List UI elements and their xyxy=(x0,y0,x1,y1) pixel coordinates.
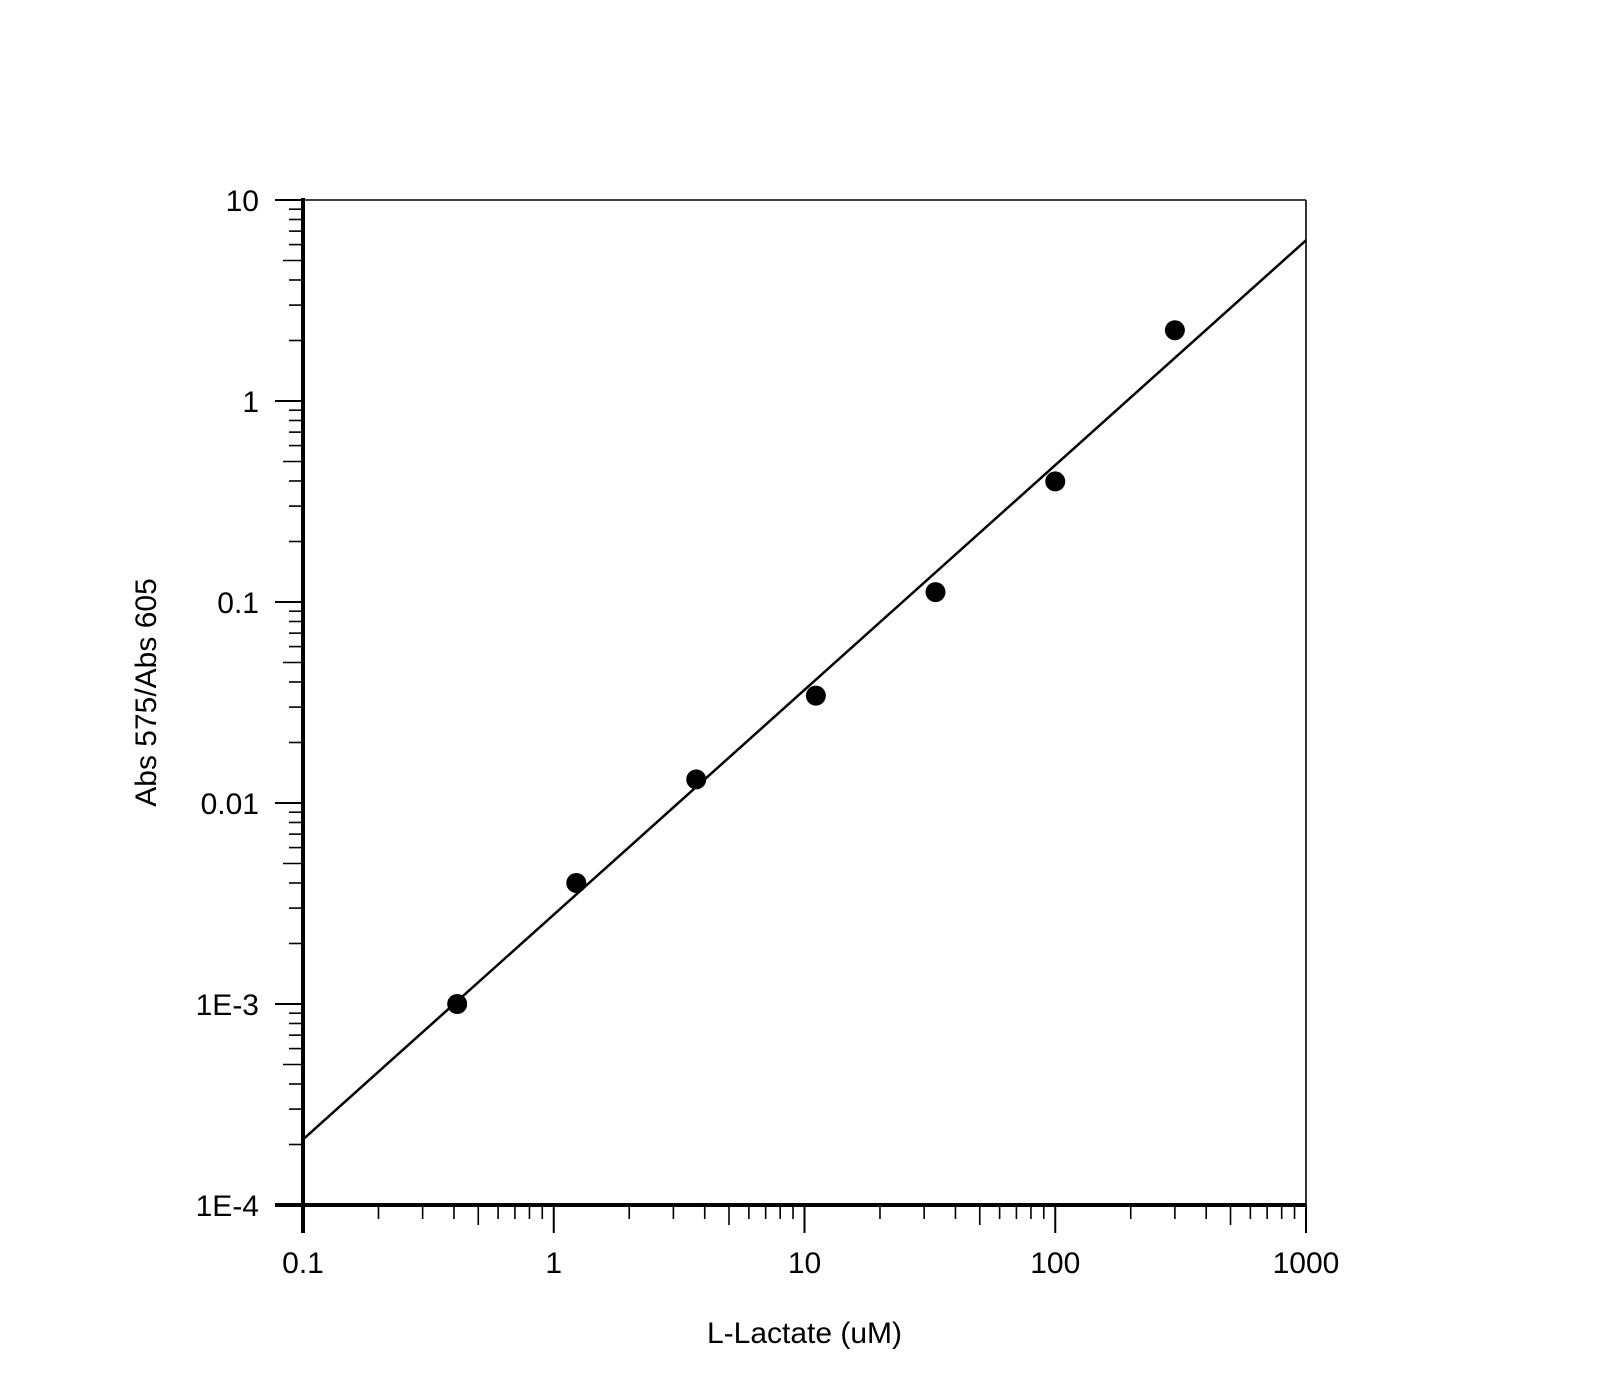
x-tick-label: 0.1 xyxy=(282,1247,324,1280)
x-axis: 0.1 1 10 100 1000 xyxy=(275,1203,1340,1280)
data-point xyxy=(1045,471,1066,492)
y-tick-label: 0.01 xyxy=(201,788,259,821)
fit-line-group xyxy=(302,239,1307,1141)
x-axis-title: L-Lactate (uM) xyxy=(707,1317,902,1350)
data-point xyxy=(1164,320,1185,341)
plot-frame xyxy=(303,199,1307,1205)
data-point xyxy=(447,994,468,1014)
y-axis-title: Abs 575/Abs 605 xyxy=(130,578,163,807)
y-axis: 1E-4 1E-3 0.01 0.1 1 10 xyxy=(196,185,305,1233)
fit-line xyxy=(302,239,1307,1141)
data-points xyxy=(447,320,1185,1014)
y-tick-label: 1E-4 xyxy=(196,1190,259,1223)
x-tick-label: 10 xyxy=(788,1247,821,1280)
data-point xyxy=(925,582,946,603)
data-point xyxy=(805,685,826,706)
x-tick-label: 1000 xyxy=(1273,1247,1340,1280)
data-point xyxy=(566,872,587,893)
y-tick-label: 10 xyxy=(226,185,259,218)
y-tick-label: 1 xyxy=(242,386,259,419)
x-tick-label: 100 xyxy=(1030,1247,1080,1280)
x-tick-label: 1 xyxy=(545,1247,562,1280)
y-tick-label: 1E-3 xyxy=(196,989,259,1022)
y-tick-label: 0.1 xyxy=(217,587,259,620)
data-point xyxy=(686,769,707,790)
